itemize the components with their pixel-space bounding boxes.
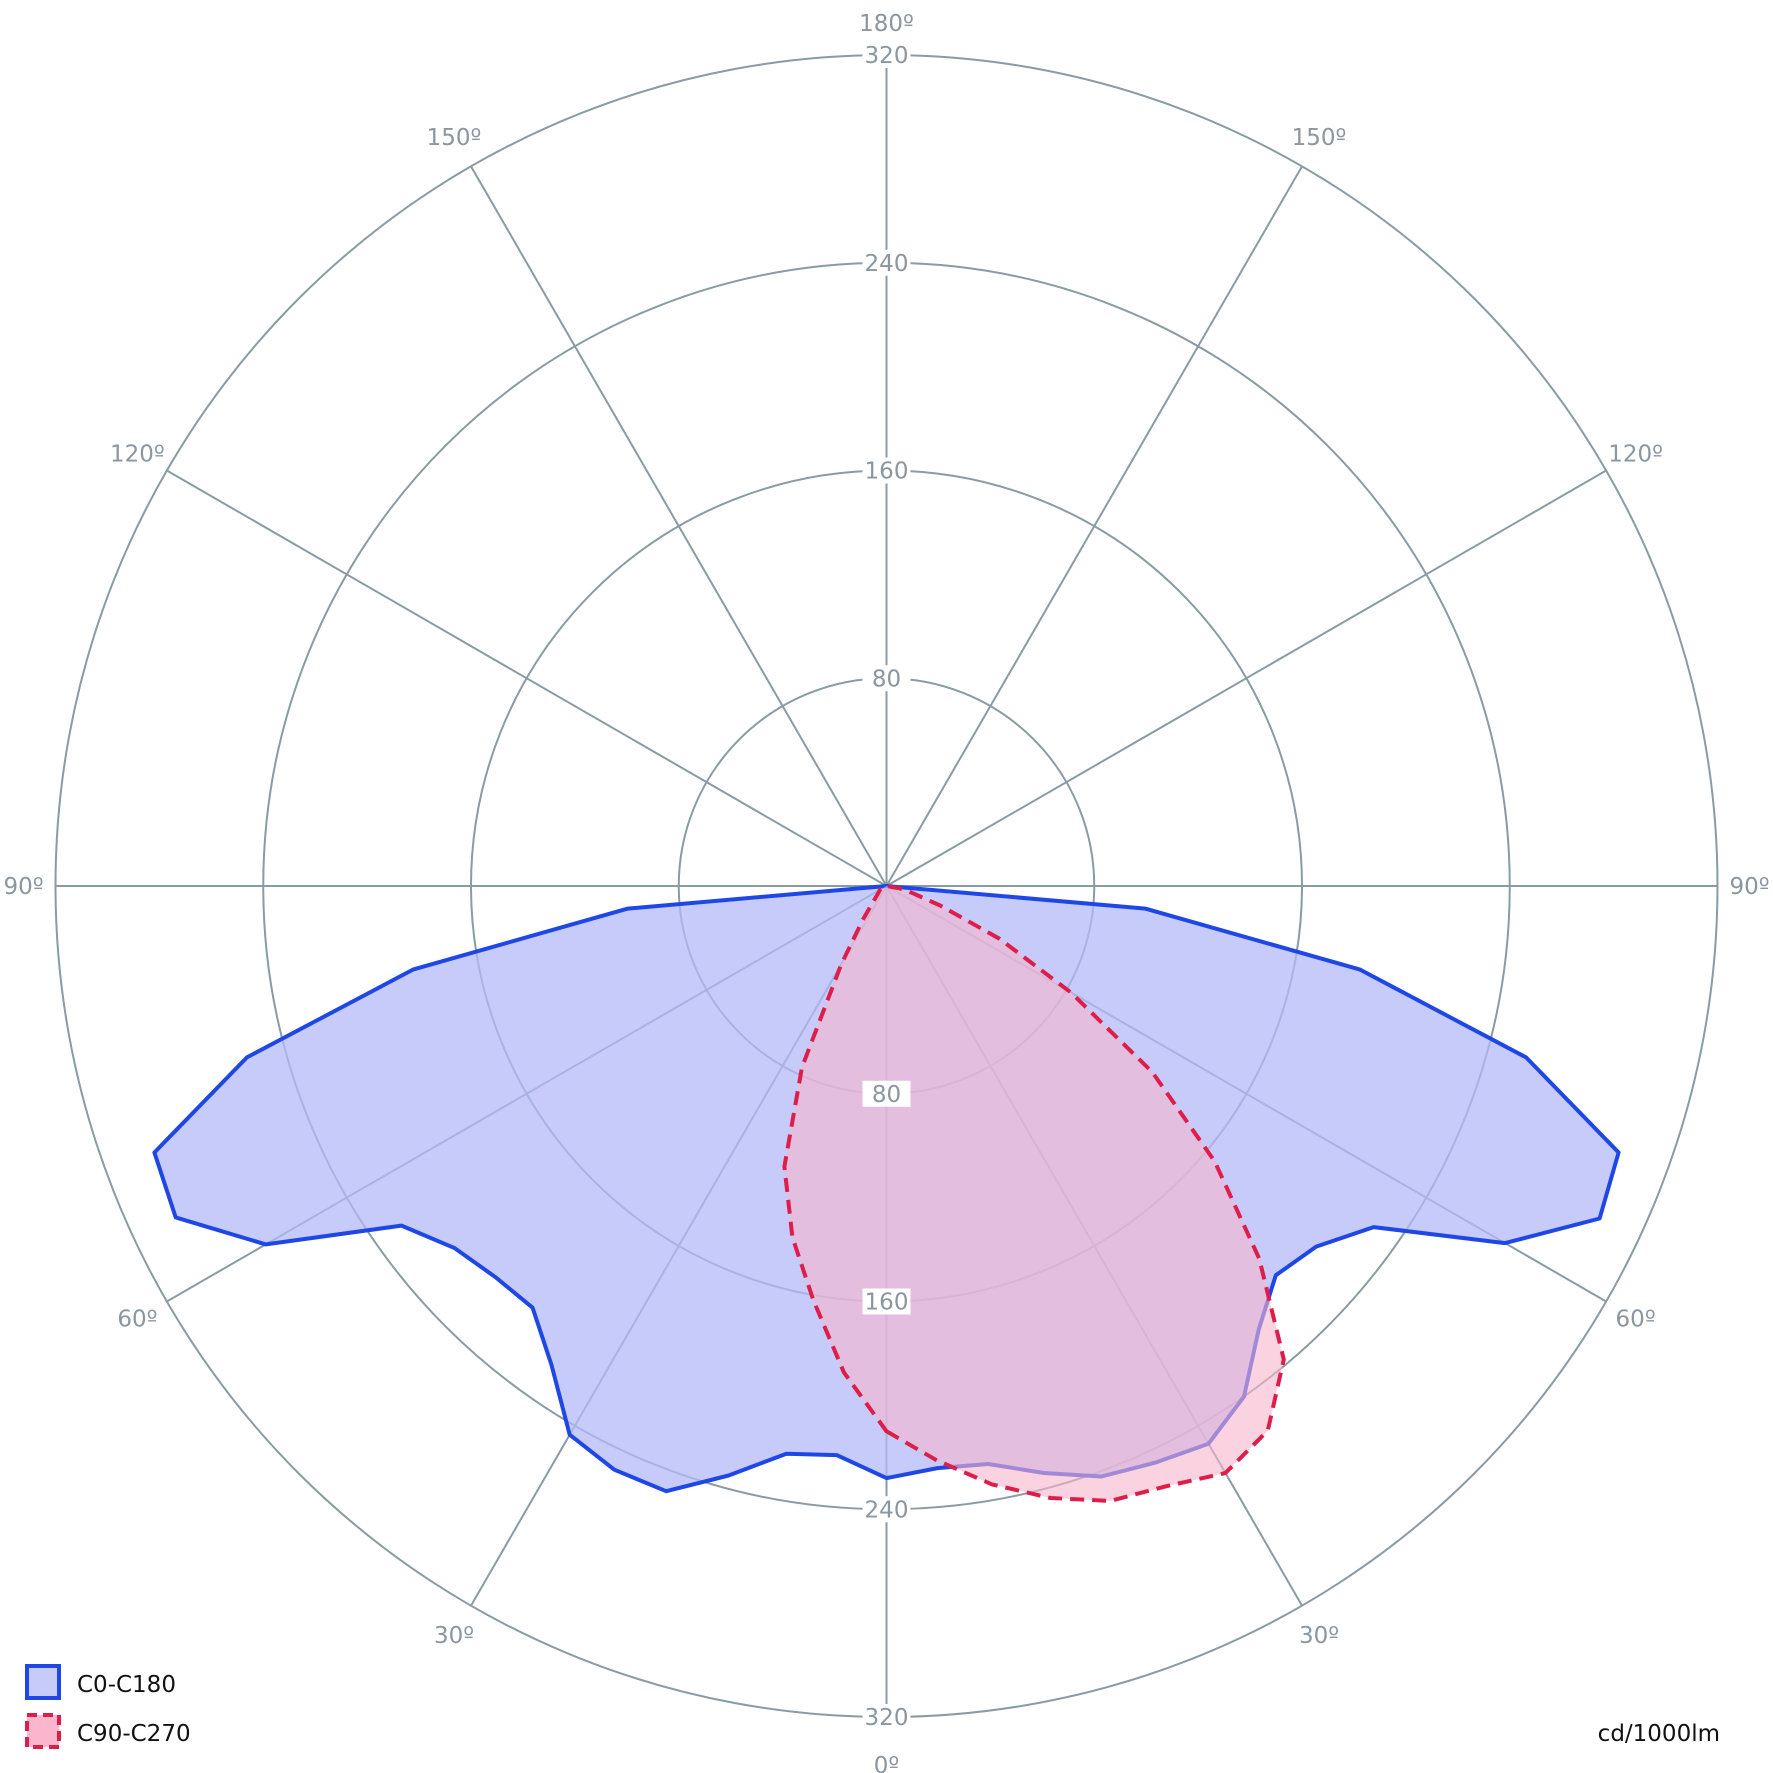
legend-label-c0-c180: C0-C180 — [77, 1672, 176, 1698]
radial-tick-bottom-80: 80 — [872, 1082, 901, 1108]
tick-labels: 80 80 160 160 240 240 320 320 0º 30º 30º 60º 60º 90º 9… — [3, 11, 1769, 1773]
tick-bg-bottom-160 — [862, 1288, 911, 1315]
radial-tick-bottom-320: 320 — [865, 1705, 909, 1731]
legend-swatch-c90-c270 — [25, 1713, 61, 1749]
angle-label-150-right: 150º — [1292, 125, 1347, 151]
tick-bg-top-320 — [862, 42, 911, 68]
radial-tick-bottom-160: 160 — [865, 1290, 909, 1316]
series-c90-c270[interactable] — [782, 884, 1286, 1503]
radial-tick-top-240: 240 — [865, 251, 909, 277]
legend-item-c90-c270[interactable]: C90-C270 — [25, 1713, 191, 1749]
radial-tick-top-80: 80 — [872, 666, 901, 692]
angle-label-90-right: 90º — [1729, 874, 1769, 900]
tick-bg-top-160 — [862, 457, 911, 484]
angle-label-150-left: 150º — [427, 125, 482, 151]
legend-item-c0-c180[interactable]: C0-C180 — [25, 1664, 176, 1700]
radial-tick-bottom-240: 240 — [865, 1497, 909, 1523]
legend-label-c90-c270: C90-C270 — [77, 1721, 191, 1747]
angle-label-60-left: 60º — [117, 1307, 157, 1333]
series-layer — [152, 884, 1621, 1503]
angle-label-30-right: 30º — [1299, 1623, 1339, 1649]
tick-bg-bottom-80 — [862, 1080, 911, 1107]
angle-label-90-left: 90º — [3, 874, 43, 900]
tick-bg-top-240 — [862, 249, 911, 276]
tick-bg-bottom-320 — [862, 1704, 911, 1730]
angle-label-180-right: 180º — [859, 11, 914, 37]
tick-bg-bottom-240 — [862, 1496, 911, 1523]
legend-swatch-c0-c180 — [25, 1664, 61, 1700]
angle-label-120-right: 120º — [1608, 442, 1663, 468]
unit-label: cd/1000lm — [1598, 1721, 1720, 1747]
angle-label-60-right: 60º — [1616, 1307, 1656, 1333]
legend: C0-C180 C90-C270 — [25, 1664, 191, 1749]
radial-tick-top-160: 160 — [865, 459, 909, 485]
tick-bg-top-80 — [862, 665, 911, 692]
angle-label-0-right: 0º — [874, 1753, 899, 1773]
angle-label-120-left: 120º — [110, 442, 165, 468]
angle-label-30-left: 30º — [434, 1623, 474, 1649]
radial-tick-top-320: 320 — [865, 43, 909, 69]
